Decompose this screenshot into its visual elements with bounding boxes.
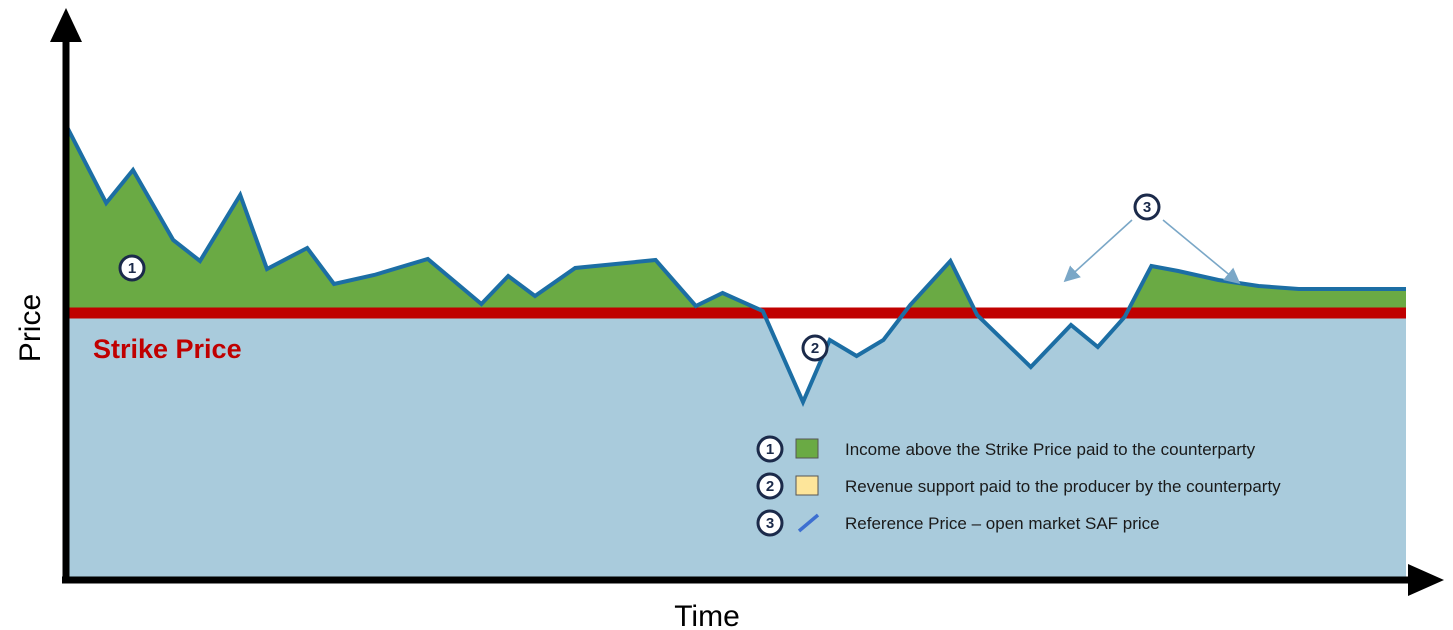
y-axis-label: Price: [14, 294, 47, 362]
svg-text:Income above the Strike Price: Income above the Strike Price paid to th…: [845, 440, 1256, 459]
svg-text:1: 1: [128, 260, 136, 277]
marker-revenue-support: 2: [803, 336, 827, 360]
svg-text:2: 2: [811, 340, 819, 357]
svg-text:1: 1: [766, 441, 774, 458]
svg-text:3: 3: [1143, 199, 1151, 216]
y-axis-arrowhead: [50, 8, 82, 42]
legend-swatch-income: [796, 439, 818, 458]
marker-reference-price: 3: [1135, 195, 1159, 219]
strike-price-label: Strike Price: [93, 334, 242, 364]
svg-text:3: 3: [766, 515, 774, 532]
x-axis-arrowhead: [1408, 564, 1444, 596]
svg-text:2: 2: [766, 478, 774, 495]
legend-swatch-revenue-support: [796, 476, 818, 495]
x-axis-label: Time: [674, 600, 740, 630]
marker-income: 1: [120, 256, 144, 280]
svg-text:Revenue support paid to the pr: Revenue support paid to the producer by …: [845, 477, 1281, 496]
svg-text:Reference Price – open market: Reference Price – open market SAF price: [845, 514, 1160, 533]
